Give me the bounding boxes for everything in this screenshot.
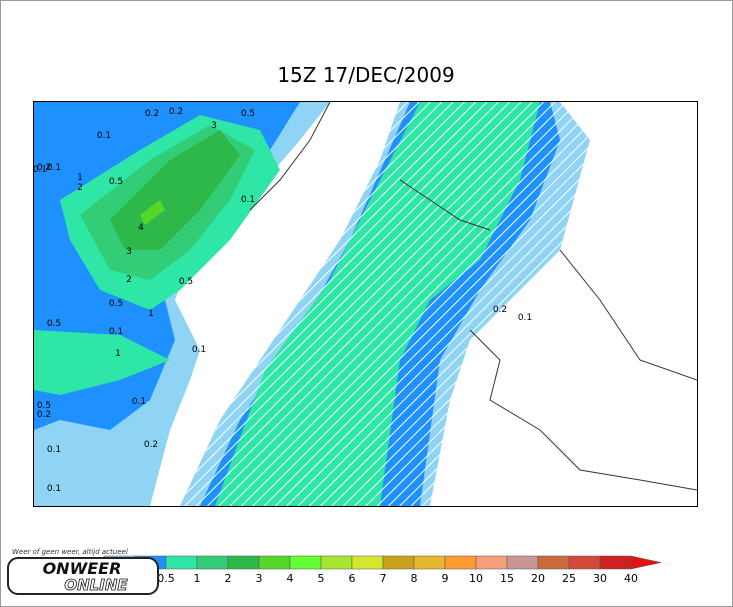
contour-label: 2 [77, 183, 83, 193]
contour-label: 0.1 [47, 445, 61, 455]
colorbar-label: 0.5 [157, 572, 175, 585]
colorbar-swatch [258, 555, 291, 570]
colorbar-swatch [444, 555, 477, 570]
colorbar-label: 20 [531, 572, 545, 585]
contour-label: 0.5 [109, 299, 123, 309]
map-title: 15Z 17/DEC/2009 [277, 63, 454, 87]
colorbar-label: 9 [442, 572, 449, 585]
colorbar-swatch [568, 555, 601, 570]
colorbar-label: 5 [318, 572, 325, 585]
logo-line1: ONWEER [43, 559, 122, 578]
contour-label: 0.1 [132, 397, 146, 407]
colorbar-swatch [413, 555, 446, 570]
colorbar-swatch [599, 555, 632, 570]
colorbar-label: 1 [194, 572, 201, 585]
colorbar-label: 10 [469, 572, 483, 585]
map-border [33, 101, 698, 507]
contour-label: 0.1 [109, 327, 123, 337]
contour-label: 3 [126, 247, 132, 257]
contour-label: 0.5 [241, 109, 255, 119]
precip-mint-south [34, 330, 170, 395]
logo-badge [7, 557, 159, 595]
colorbar-arrow [630, 555, 662, 570]
colorbar-swatch [165, 555, 198, 570]
colorbar-swatch [382, 555, 415, 570]
contour-label: 1 [77, 173, 83, 183]
colorbar-label: 40 [624, 572, 638, 585]
contour-label: 0.1 [33, 165, 47, 175]
contour-label: 0.1 [518, 313, 532, 323]
colorbar-label: 4 [287, 572, 294, 585]
contour-label: 0.5 [109, 177, 123, 187]
colorbar-swatch [506, 555, 539, 570]
colorbar-swatch [196, 555, 229, 570]
colorbar-swatch [320, 555, 353, 570]
contour-label: 0.5 [179, 277, 193, 287]
contour-label: 2 [126, 275, 132, 285]
colorbar-swatch [475, 555, 508, 570]
contour-label: 0.1 [97, 131, 111, 141]
hatch-area [180, 102, 600, 506]
contour-label: 1 [148, 309, 154, 319]
precip-max [140, 200, 165, 225]
contour-label: 4 [138, 223, 144, 233]
contour-label: 3 [211, 121, 217, 131]
colorbar-label: 3 [256, 572, 263, 585]
map-area [34, 102, 697, 506]
coastline [249, 102, 697, 491]
colorbar-label: 2 [225, 572, 232, 585]
contour-label: 0.2 [37, 410, 51, 420]
logo: Weer of geen weer, altijd actueel ONWEER… [7, 548, 159, 595]
contour-label: 0.1 [192, 345, 206, 355]
contour-label: 0.2 [144, 440, 158, 450]
colorbar-label: 25 [562, 572, 576, 585]
colorbar: 0.5 1 2 3 4 5 6 7 8 9 10 15 20 25 30 40 [103, 555, 662, 585]
colorbar-swatch [351, 555, 384, 570]
colorbar-swatch [289, 555, 322, 570]
contour-label: 0.1 [47, 484, 61, 494]
contour-label: 0.5 [37, 401, 51, 411]
colorbar-label: 8 [411, 572, 418, 585]
colorbar-label: 7 [380, 572, 387, 585]
colorbar-label: 30 [593, 572, 607, 585]
contour-label: 0.2 [145, 109, 159, 119]
colorbar-swatch [227, 555, 260, 570]
contour-label: 0.1 [241, 195, 255, 205]
colorbar-label: 6 [349, 572, 356, 585]
colorbar-label: 15 [500, 572, 514, 585]
logo-line2: ONLINE [64, 576, 128, 594]
contour-label: 1 [115, 349, 121, 359]
logo-tagline: Weer of geen weer, altijd actueel [12, 548, 128, 556]
contour-label: 0.2 [493, 305, 507, 315]
contour-label: 0.1 [47, 163, 61, 173]
contour-label: 0.2 [37, 163, 51, 173]
contour-label: 0.5 [47, 319, 61, 329]
colorbar-swatch [537, 555, 570, 570]
contour-label: 0.2 [169, 107, 183, 117]
